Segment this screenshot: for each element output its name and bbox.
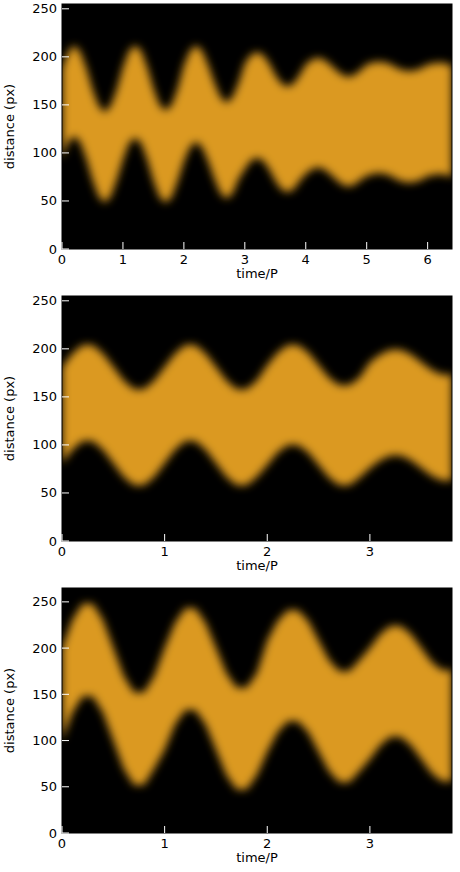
marks	[62, 45, 452, 203]
y-axis-title: distance (px)	[2, 668, 17, 753]
y-tick-label: 100	[32, 733, 57, 748]
panel: 0 1 2 3 0 50 100 150 200 250 time/P distance (px)	[2, 588, 452, 865]
y-tick-label: 0	[49, 534, 57, 549]
x-tick-label: 3	[366, 544, 374, 559]
y-tick	[62, 492, 69, 493]
plot-background	[62, 4, 452, 249]
y-tick	[62, 200, 69, 201]
x-tick-label: 1	[160, 836, 168, 851]
y-tick	[62, 786, 69, 787]
x-tick-label: 0	[58, 544, 66, 559]
x-tick	[183, 242, 184, 249]
y-tick-label: 100	[32, 145, 57, 160]
intensity-band	[62, 45, 452, 203]
x-tick	[122, 242, 123, 249]
x-tick	[369, 826, 370, 833]
x-tick-label: 5	[363, 252, 371, 267]
x-tick	[164, 826, 165, 833]
y-tick-label: 50	[40, 485, 57, 500]
y-tick-label: 0	[49, 242, 57, 257]
y-tick-label: 150	[32, 389, 57, 404]
x-tick-label: 2	[263, 836, 271, 851]
intensity-band	[62, 604, 452, 790]
y-tick-label: 250	[32, 293, 57, 308]
plot-background	[62, 588, 452, 833]
x-tick-label: 2	[263, 544, 271, 559]
x-tick-label: 1	[119, 252, 127, 267]
plot-frame	[62, 4, 452, 249]
plot-frame	[62, 588, 452, 833]
panel: 0 1 2 3 0 50 100 150 200 250 time/P distance (px)	[2, 293, 452, 573]
panel: 0 1 2 3 4 5 6 0 50 100 150 200 250 time/P distance (px…	[2, 1, 452, 281]
y-tick-label: 200	[32, 341, 57, 356]
x-tick	[62, 534, 63, 541]
y-tick	[62, 694, 69, 695]
y-tick-label: 150	[32, 687, 57, 702]
figure: 0123456050100150200250time/Pdistance (px…	[0, 0, 460, 872]
x-tick	[366, 242, 367, 249]
x-tick	[244, 242, 245, 249]
x-axis-title: time/P	[236, 850, 278, 865]
x-tick-label: 0	[58, 836, 66, 851]
x-tick	[427, 242, 428, 249]
y-tick	[62, 249, 69, 250]
y-tick	[62, 396, 69, 397]
intensity-band	[62, 345, 452, 485]
x-tick-label: 4	[302, 252, 310, 267]
y-tick-label: 200	[32, 641, 57, 656]
y-tick	[62, 348, 69, 349]
y-tick-label: 100	[32, 437, 57, 452]
y-tick	[62, 444, 69, 445]
y-tick	[62, 648, 69, 649]
x-tick	[164, 534, 165, 541]
x-tick	[267, 826, 268, 833]
x-tick-label: 3	[241, 252, 249, 267]
y-tick	[62, 541, 69, 542]
x-tick-label: 3	[366, 836, 374, 851]
x-axis-title: time/P	[236, 558, 278, 573]
x-tick	[62, 826, 63, 833]
marks	[62, 345, 452, 485]
plot-frame	[62, 296, 452, 541]
y-axis-title: distance (px)	[2, 376, 17, 461]
marks	[62, 604, 452, 790]
x-tick-label: 2	[180, 252, 188, 267]
plot-background	[62, 296, 452, 541]
x-tick	[369, 534, 370, 541]
y-tick	[62, 833, 69, 834]
y-tick-label: 0	[49, 826, 57, 841]
y-tick	[62, 56, 69, 57]
y-tick	[62, 740, 69, 741]
x-tick	[62, 242, 63, 249]
y-tick-label: 50	[40, 193, 57, 208]
y-tick	[62, 152, 69, 153]
y-tick-label: 250	[32, 594, 57, 609]
x-tick	[305, 242, 306, 249]
y-tick-label: 200	[32, 49, 57, 64]
y-axis-title: distance (px)	[2, 84, 17, 169]
y-tick	[62, 601, 69, 602]
y-tick	[62, 8, 69, 9]
y-tick-label: 250	[32, 1, 57, 16]
x-tick	[267, 534, 268, 541]
x-tick-label: 6	[423, 252, 431, 267]
y-tick	[62, 104, 69, 105]
x-axis-title: time/P	[236, 266, 278, 281]
y-tick-label: 150	[32, 97, 57, 112]
y-tick-label: 50	[40, 779, 57, 794]
x-tick-label: 0	[58, 252, 66, 267]
x-tick-label: 1	[160, 544, 168, 559]
y-tick	[62, 300, 69, 301]
